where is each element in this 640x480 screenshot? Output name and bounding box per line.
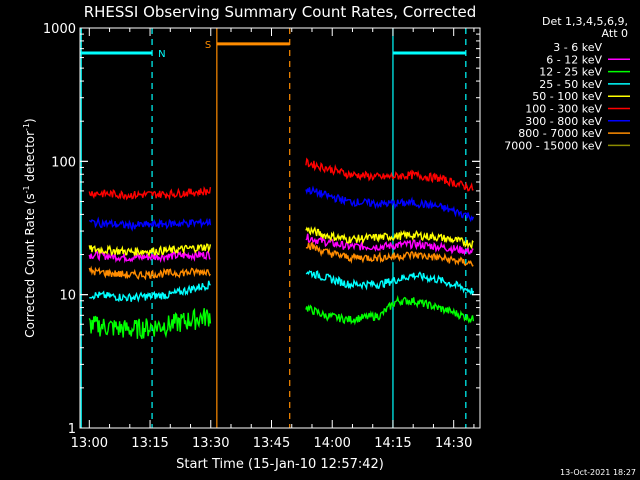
y-axis-label-sup2: -1	[22, 123, 31, 131]
x-tick-label: 14:00	[313, 436, 350, 451]
y-tick-label: 100	[51, 155, 76, 170]
legend-label: 7000 - 15000 keV	[504, 139, 602, 152]
x-tick-label: 13:45	[253, 436, 290, 451]
y-axis-ticks: 1 10 100 1000	[43, 22, 480, 437]
y-axis-label: Corrected Count Rate (s-1 detector-1)	[22, 118, 37, 337]
y-axis-label-mid: detector	[23, 131, 37, 186]
series-trace-5-seg2	[305, 157, 474, 192]
x-axis-label: Start Time (15-Jan-10 12:57:42)	[176, 457, 384, 472]
series-trace-3-seg2	[305, 270, 475, 296]
y-tick-label: 1000	[43, 22, 76, 37]
series-trace-2-seg1	[88, 307, 212, 340]
y-tick-label: 1	[68, 422, 76, 437]
flag-label-n: N	[158, 49, 165, 60]
series-trace-7-seg1	[88, 265, 211, 281]
legend-label: 300 - 800 keV	[525, 115, 602, 128]
series-trace-6-seg2	[305, 185, 475, 223]
y-axis-label-end: )	[23, 118, 37, 123]
legend-label: 100 - 300 keV	[525, 103, 602, 116]
plot-frame	[79, 27, 481, 429]
series-trace-4-seg1	[88, 243, 212, 258]
series-trace-2-seg2	[305, 295, 475, 326]
flag-bars: NS	[80, 40, 466, 60]
footer-date: 13-Oct-2021 18:27	[560, 468, 636, 477]
y-axis-label-main: Corrected Count Rate (s	[23, 193, 37, 337]
series-trace-4-seg2	[305, 226, 474, 250]
y-tick-label: 10	[59, 289, 76, 304]
y-axis-label-sup1: -1	[22, 185, 31, 193]
chart-title: RHESSI Observing Summary Count Rates, Co…	[84, 3, 477, 21]
x-tick-label: 13:30	[192, 436, 229, 451]
legend-label: 3 - 6 keV	[553, 41, 602, 54]
legend-label: 25 - 50 keV	[539, 78, 602, 91]
series-trace-7-seg2	[305, 242, 474, 267]
time-markers	[80, 28, 467, 428]
x-tick-label: 14:30	[435, 436, 472, 451]
x-tick-label: 14:15	[374, 436, 411, 451]
legend-header-detectors: Det 1,3,4,5,6,9,	[542, 15, 628, 28]
series-trace-6-seg1	[88, 216, 212, 232]
x-tick-label: 13:15	[131, 436, 168, 451]
legend-label: 12 - 25 keV	[539, 66, 602, 79]
x-axis-ticks: 13:00 13:15 13:30 13:45 14:00 14:15 14:30	[71, 28, 475, 451]
x-tick-label: 13:00	[71, 436, 108, 451]
series-trace-5-seg1	[88, 186, 212, 201]
series-trace-3-seg1	[89, 280, 211, 303]
series-trace-1-seg1	[88, 250, 211, 264]
legend-label: 6 - 12 keV	[546, 53, 602, 66]
series-trace-1-seg2	[305, 233, 474, 257]
legend-label: 800 - 7000 keV	[518, 127, 602, 140]
legend-label: 50 - 100 keV	[532, 90, 602, 103]
legend-header-attenuator: Att 0	[602, 27, 628, 40]
data-series	[88, 157, 475, 340]
flag-label-s: S	[205, 40, 211, 51]
